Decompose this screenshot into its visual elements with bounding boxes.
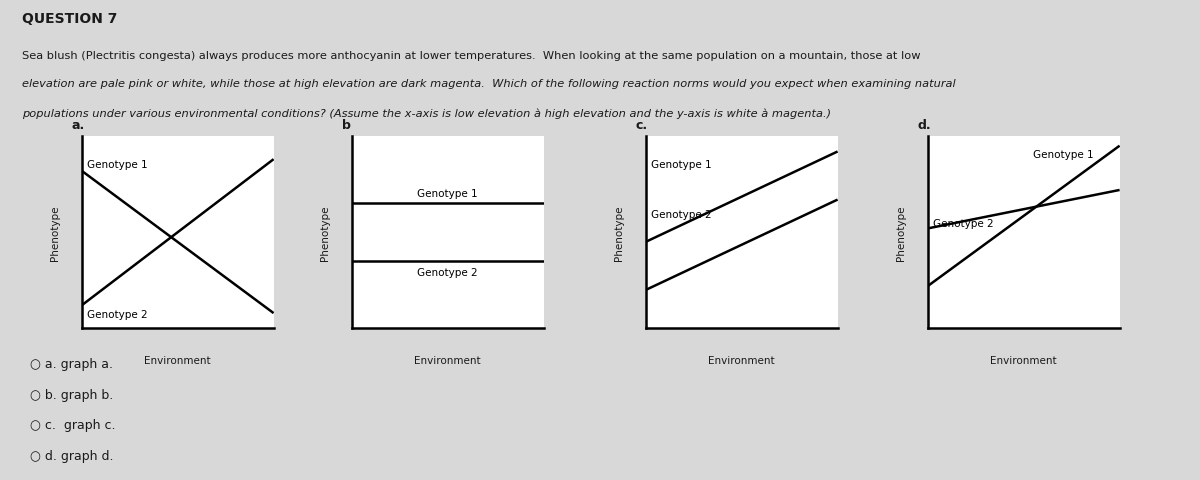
Text: d.: d.	[918, 119, 931, 132]
Text: c.: c.	[636, 119, 648, 132]
Text: Genotype 2: Genotype 2	[934, 219, 994, 229]
Text: ○ b. graph b.: ○ b. graph b.	[30, 388, 113, 401]
Text: Genotype 1: Genotype 1	[1033, 150, 1094, 160]
Text: Phenotype: Phenotype	[896, 205, 906, 261]
Text: b: b	[342, 119, 350, 132]
Text: QUESTION 7: QUESTION 7	[22, 12, 116, 26]
Text: Genotype 2: Genotype 2	[418, 267, 478, 277]
Text: Genotype 1: Genotype 1	[418, 188, 478, 198]
Text: Environment: Environment	[990, 355, 1057, 365]
Text: ○ c.  graph c.: ○ c. graph c.	[30, 419, 115, 432]
Text: ○ a. graph a.: ○ a. graph a.	[30, 358, 113, 371]
Text: ○ d. graph d.: ○ d. graph d.	[30, 449, 114, 462]
Text: Environment: Environment	[414, 355, 481, 365]
Text: a.: a.	[72, 119, 85, 132]
Text: Phenotype: Phenotype	[50, 205, 60, 261]
Text: Genotype 2: Genotype 2	[652, 210, 712, 220]
Text: Environment: Environment	[708, 355, 775, 365]
Text: populations under various environmental conditions? (Assume the x-axis is low el: populations under various environmental …	[22, 108, 830, 119]
Text: Phenotype: Phenotype	[320, 205, 330, 261]
Text: Genotype 1: Genotype 1	[652, 160, 712, 170]
Text: Phenotype: Phenotype	[614, 205, 624, 261]
Text: Genotype 1: Genotype 1	[88, 159, 148, 169]
Text: Environment: Environment	[144, 355, 211, 365]
Text: Sea blush (Plectritis congesta) always produces more anthocyanin at lower temper: Sea blush (Plectritis congesta) always p…	[22, 50, 920, 60]
Text: Genotype 2: Genotype 2	[88, 310, 148, 320]
Text: elevation are pale pink or white, while those at high elevation are dark magenta: elevation are pale pink or white, while …	[22, 79, 955, 89]
